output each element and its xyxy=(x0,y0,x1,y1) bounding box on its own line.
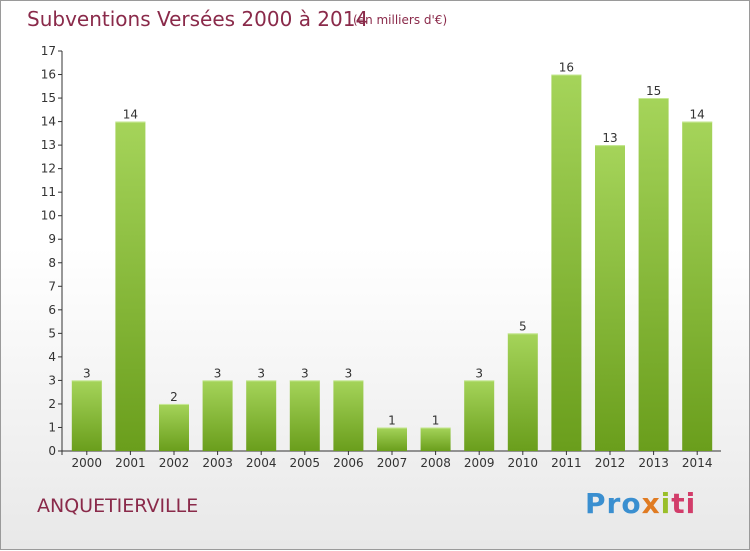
y-tick-label: 8 xyxy=(48,256,56,270)
y-tick-label: 13 xyxy=(41,138,56,152)
y-tick-label: 15 xyxy=(41,91,56,105)
bar-2011 xyxy=(551,74,582,451)
y-tick-label: 0 xyxy=(48,444,56,458)
bar-2000 xyxy=(71,380,102,451)
bars xyxy=(71,74,713,452)
y-tick-label: 2 xyxy=(48,397,56,411)
x-tick-label: 2005 xyxy=(290,456,321,470)
y-tick-label: 16 xyxy=(41,68,56,82)
y-tick-label: 5 xyxy=(48,326,56,340)
bar-2004 xyxy=(246,380,277,451)
logo-part-ti: ti xyxy=(671,487,697,520)
data-label: 3 xyxy=(214,366,222,380)
data-label: 14 xyxy=(123,108,138,122)
data-label: 16 xyxy=(559,61,574,75)
x-tick-label: 2014 xyxy=(682,456,713,470)
x-tick-label: 2007 xyxy=(377,456,408,470)
y-tick-label: 4 xyxy=(48,350,56,364)
data-label: 3 xyxy=(345,366,353,380)
bar-2010 xyxy=(507,333,538,451)
y-tick-label: 10 xyxy=(41,209,56,223)
y-tick-label: 17 xyxy=(41,44,56,58)
y-tick-label: 14 xyxy=(41,115,56,129)
bar-2006 xyxy=(333,380,364,451)
logo-part-x: x xyxy=(641,487,661,520)
bar-2012 xyxy=(595,145,625,451)
chart-title: Subventions Versées 2000 à 2014 xyxy=(27,7,369,31)
bar-2009 xyxy=(464,380,495,451)
y-tick-label: 12 xyxy=(41,162,56,176)
data-label: 15 xyxy=(646,84,661,98)
x-tick-label: 2006 xyxy=(333,456,364,470)
bar-2014 xyxy=(682,121,713,452)
y-tick-label: 11 xyxy=(41,185,56,199)
y-tick-label: 7 xyxy=(48,279,56,293)
bar-2007 xyxy=(377,427,407,451)
x-tick-label: 2003 xyxy=(202,456,233,470)
x-tick-label: 2011 xyxy=(551,456,582,470)
x-tick-label: 2013 xyxy=(638,456,669,470)
data-label: 3 xyxy=(257,366,265,380)
data-label: 3 xyxy=(475,366,483,380)
logo-part-i: i xyxy=(660,487,672,520)
x-tick-label: 2010 xyxy=(508,456,539,470)
data-label: 1 xyxy=(388,413,396,427)
data-label: 2 xyxy=(170,390,178,404)
y-tick-label: 9 xyxy=(48,232,56,246)
bar-2001 xyxy=(115,121,146,452)
data-label: 13 xyxy=(602,131,617,145)
data-label: 3 xyxy=(301,366,309,380)
x-tick-label: 2000 xyxy=(72,456,103,470)
bar-2003 xyxy=(202,380,233,451)
y-tick-label: 6 xyxy=(48,303,56,317)
data-label: 14 xyxy=(690,108,705,122)
bar-2013 xyxy=(638,98,669,451)
bar-2005 xyxy=(289,380,320,451)
y-tick-label: 1 xyxy=(48,420,56,434)
x-tick-label: 2002 xyxy=(159,456,190,470)
x-tick-label: 2008 xyxy=(420,456,451,470)
x-tick-label: 2001 xyxy=(115,456,146,470)
x-tick-label: 2012 xyxy=(595,456,626,470)
bar-2008 xyxy=(420,427,451,451)
proxiti-logo[interactable]: Proxiti xyxy=(585,487,696,520)
data-label: 3 xyxy=(83,366,91,380)
x-tick-label: 2009 xyxy=(464,456,495,470)
y-tick-label: 3 xyxy=(48,373,56,387)
data-label: 5 xyxy=(519,319,527,333)
data-label: 1 xyxy=(432,413,440,427)
chart-subtitle: (en milliers d'€) xyxy=(353,13,448,27)
x-tick-label: 2004 xyxy=(246,456,277,470)
bar-2002 xyxy=(159,403,189,451)
commune-name: ANQUETIERVILLE xyxy=(37,495,199,517)
logo-part-pro: Pro xyxy=(585,487,642,520)
